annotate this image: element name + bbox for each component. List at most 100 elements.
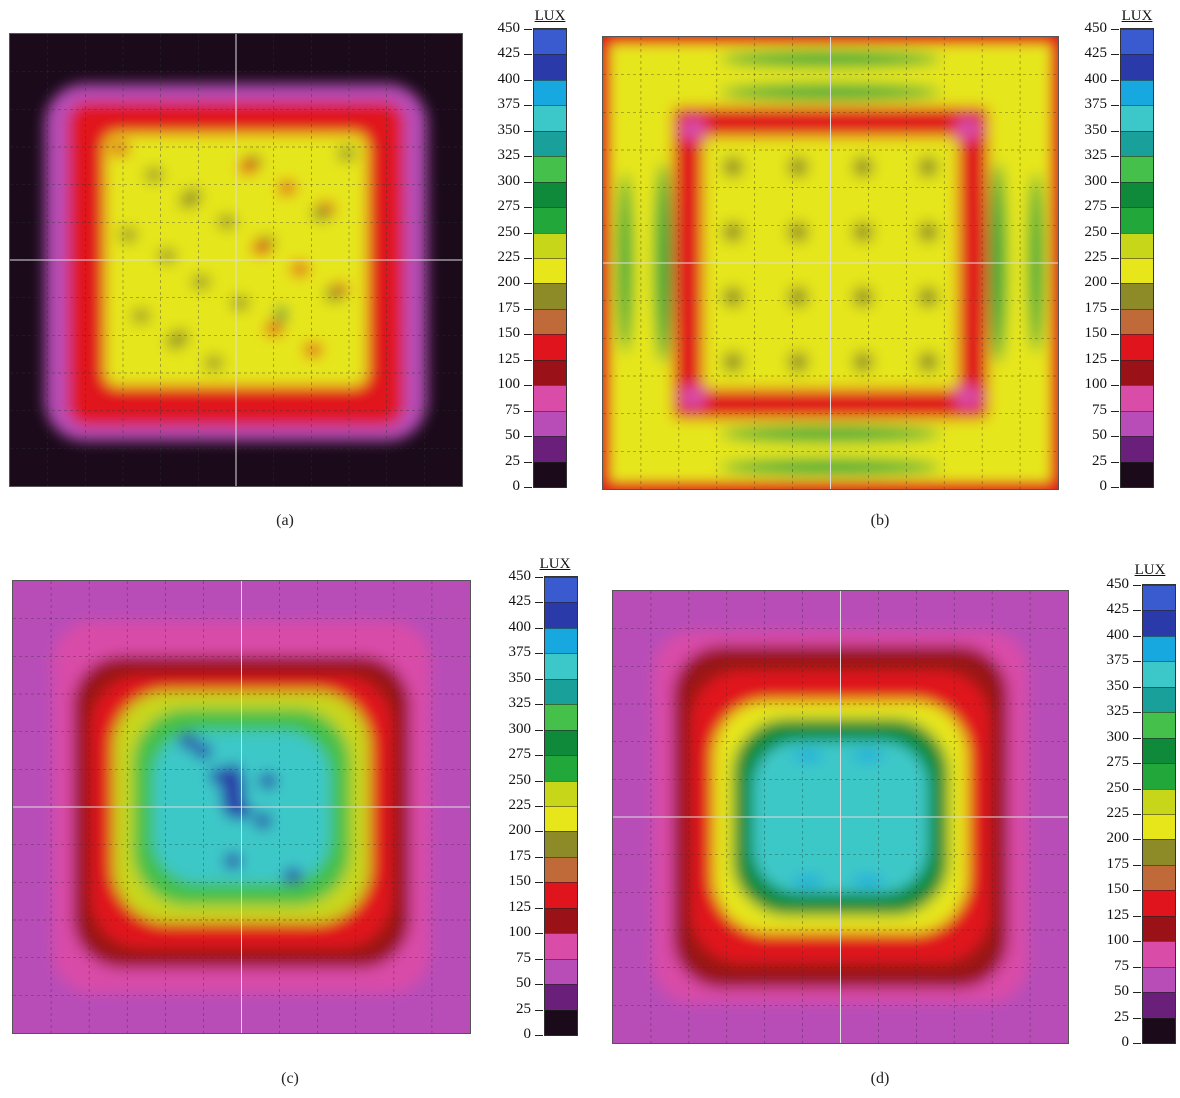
colorbar-tick <box>545 831 577 833</box>
colorbar-segment <box>1143 941 1175 967</box>
heatmap-c-canvas <box>13 581 470 1033</box>
colorbar-segment <box>534 385 566 411</box>
colorbar-tick-dash <box>1111 79 1119 81</box>
colorbar-segment <box>545 806 577 832</box>
colorbar-tick-label: 400 <box>497 70 521 87</box>
colorbar-c-unit: LUX <box>539 556 571 572</box>
colorbar-segment <box>534 105 566 131</box>
heat-spot <box>231 296 249 310</box>
colorbar-segment <box>1121 385 1153 411</box>
colorbar-tick <box>534 359 566 361</box>
colorbar-tick-dash <box>1111 181 1119 183</box>
colorbar-tick-dash <box>524 232 532 234</box>
colorbar-tick-dash <box>1133 712 1141 714</box>
heat-spot <box>918 352 938 372</box>
colorbar-segment <box>1143 814 1175 840</box>
colorbar-segment <box>1143 1017 1175 1043</box>
colorbar-tick-label: 100 <box>497 376 521 393</box>
colorbar-tick <box>1121 385 1153 387</box>
colorbar-tick-dash <box>1133 737 1141 739</box>
colorbar-tick <box>534 283 566 285</box>
colorbar-tick-dash <box>535 780 543 782</box>
colorbar-tick-dash <box>1133 966 1141 968</box>
colorbar-tick-label: 325 <box>1106 703 1130 720</box>
heat-spot <box>853 352 873 372</box>
colorbar-tick-dash <box>535 933 543 935</box>
colorbar-segment <box>1143 737 1175 764</box>
colorbar-tick <box>545 984 577 986</box>
colorbar-segment <box>1143 788 1175 814</box>
colorbar-tick-dash <box>524 29 532 30</box>
colorbar-tick-label: 425 <box>1084 45 1108 62</box>
colorbar-segment <box>545 882 577 908</box>
colorbar-tick-label: 0 <box>1099 478 1108 494</box>
colorbar-tick-dash <box>1111 487 1119 488</box>
colorbar-tick-dash <box>1133 992 1141 994</box>
colorbar-segment <box>1143 864 1175 891</box>
colorbar-segment <box>545 602 577 628</box>
heat-spot <box>853 157 873 177</box>
heat-spot <box>853 287 873 307</box>
colorbar-tick-dash <box>1111 232 1119 234</box>
colorbar-tick-label: 425 <box>508 593 532 610</box>
colorbar-tick-dash <box>1111 54 1119 56</box>
colorbar-segment <box>1143 966 1175 993</box>
colorbar-tick-label: 50 <box>1114 983 1129 1000</box>
colorbar-tick-label: 225 <box>508 797 532 813</box>
colorbar-tick <box>534 385 566 387</box>
colorbar-tick <box>534 156 566 158</box>
colorbar-tick-label: 0 <box>512 478 521 494</box>
colorbar-tick-dash <box>524 54 532 56</box>
colorbar-b-unit: LUX <box>1121 8 1153 24</box>
colorbar-segment <box>534 207 566 233</box>
colorbar-tick-label: 75 <box>1114 957 1129 974</box>
colorbar-tick-label: 225 <box>497 249 521 265</box>
colorbar-tick <box>545 704 577 706</box>
heat-spot-peak <box>852 876 884 886</box>
colorbar-tick <box>1143 1043 1175 1044</box>
colorbar-d <box>1142 584 1176 1044</box>
colorbar-segment <box>1121 207 1153 233</box>
heat-corner-spot <box>954 385 982 409</box>
colorbar-tick <box>534 181 566 183</box>
colorbar-tick-dash <box>524 461 532 463</box>
colorbar-a-unit: LUX <box>534 8 566 24</box>
heat-spot <box>179 194 197 208</box>
colorbar-tick-dash <box>1133 635 1141 637</box>
colorbar-tick-label: 275 <box>1084 198 1108 215</box>
colorbar-tick-dash <box>1111 130 1119 132</box>
colorbar-tick <box>545 958 577 960</box>
heat-corner-spot <box>679 117 707 141</box>
colorbar-tick-label: 75 <box>516 949 531 966</box>
colorbar-tick <box>545 882 577 884</box>
colorbar-segment <box>1121 308 1153 335</box>
colorbar-tick <box>545 856 577 858</box>
colorbar-tick-label: 250 <box>1106 779 1130 796</box>
heatmap-a-canvas <box>10 34 462 486</box>
colorbar-segment <box>1121 334 1153 360</box>
heat-spot-peak <box>221 763 245 819</box>
colorbar-tick-dash <box>1111 258 1119 259</box>
heat-spot <box>788 222 808 242</box>
colorbar-tick-dash <box>524 156 532 158</box>
colorbar-segment <box>534 359 566 386</box>
heat-spot <box>166 335 184 349</box>
colorbar-tick-dash <box>1111 308 1119 310</box>
colorbar-tick <box>545 602 577 604</box>
heat-corner-spot <box>679 385 707 409</box>
colorbar-tick <box>534 207 566 209</box>
colorbar-tick-label: 50 <box>1092 427 1107 444</box>
colorbar-segment <box>545 780 577 806</box>
colorbar-segment <box>534 232 566 258</box>
colorbar-segment <box>545 907 577 934</box>
colorbar-segment <box>545 653 577 679</box>
colorbar-tick <box>1143 712 1175 714</box>
colorbar-tick-label: 350 <box>1084 121 1108 138</box>
colorbar-tick <box>1143 966 1175 968</box>
colorbar-segment <box>1121 359 1153 386</box>
heatmap-b-canvas <box>603 37 1058 489</box>
colorbar-tick-label: 300 <box>1084 172 1108 189</box>
colorbar-tick-label: 350 <box>497 121 521 138</box>
colorbar-segment <box>1121 258 1153 284</box>
colorbar-tick-dash <box>524 385 532 387</box>
